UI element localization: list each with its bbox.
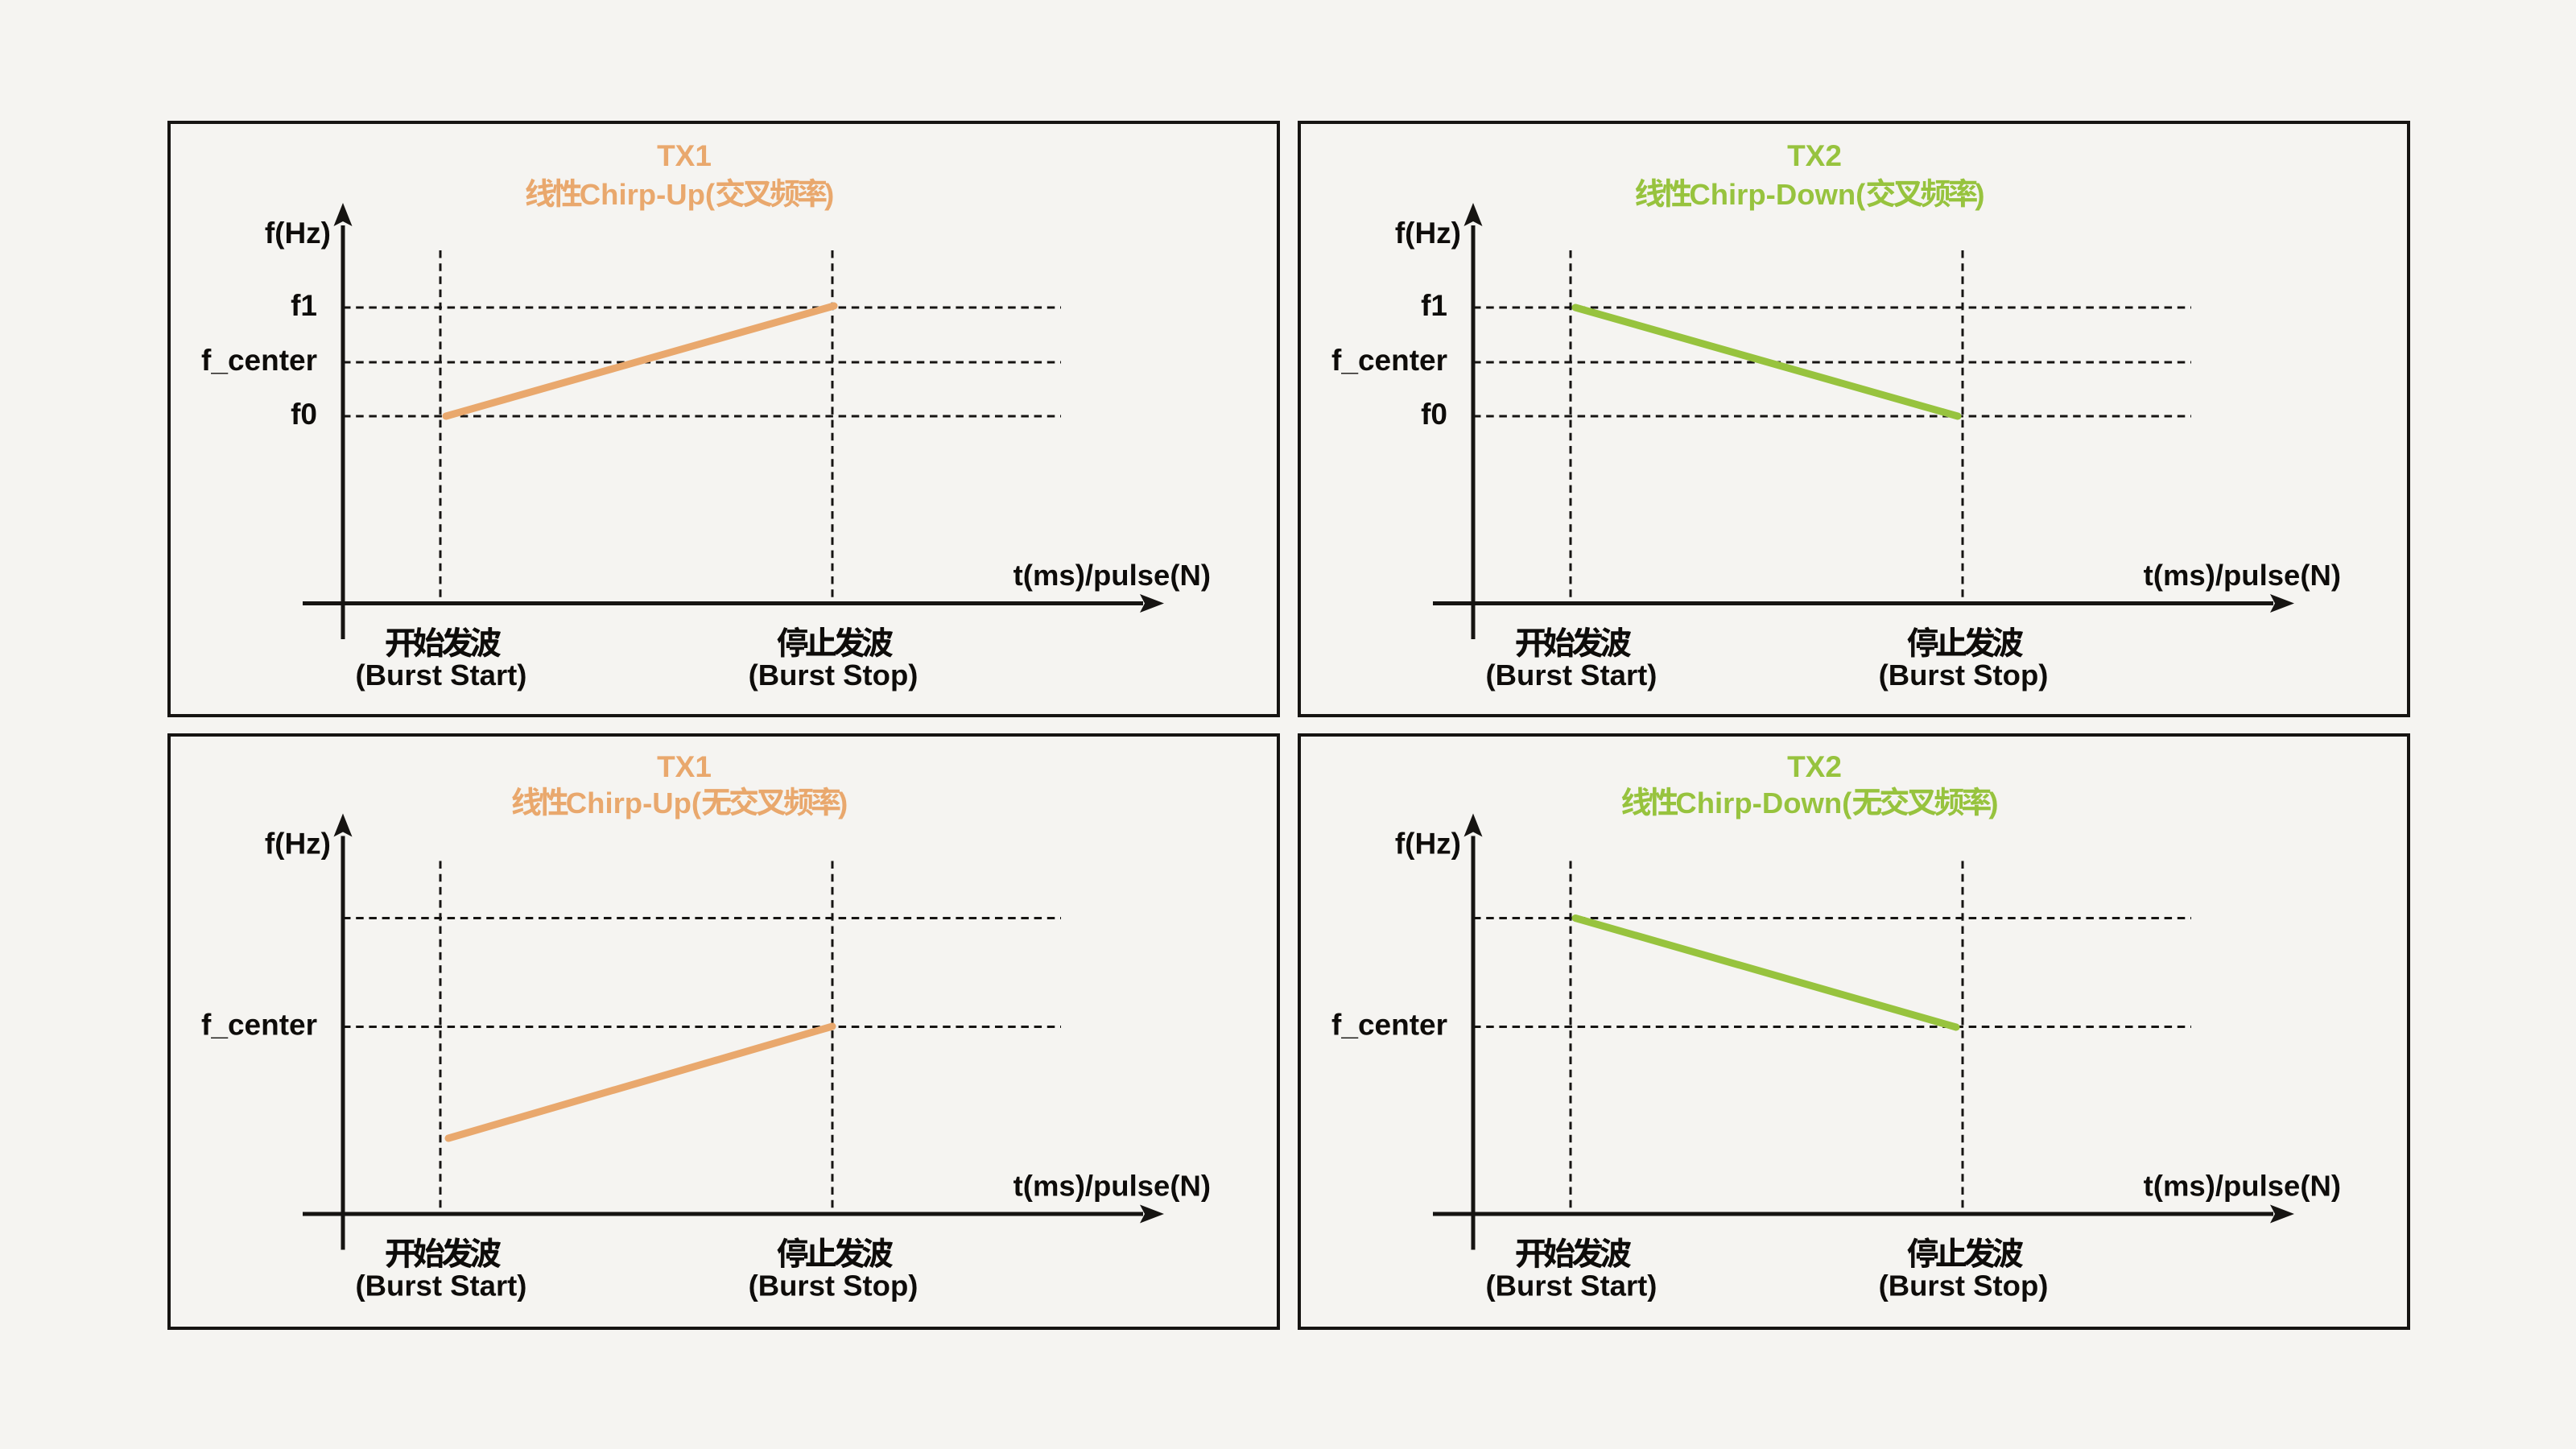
svg-text:(Burst Start): (Burst Start) xyxy=(356,658,527,691)
svg-text:): ) xyxy=(824,178,834,211)
svg-text:TX2: TX2 xyxy=(1787,750,1842,783)
svg-text:TX1: TX1 xyxy=(657,750,712,783)
svg-text:f1: f1 xyxy=(291,289,317,322)
svg-text:(Burst Stop): (Burst Stop) xyxy=(749,1269,919,1302)
svg-text:f_center: f_center xyxy=(201,1009,317,1042)
svg-text:): ) xyxy=(1975,178,1984,211)
svg-text:f_center: f_center xyxy=(1331,1009,1447,1042)
svg-text:Chirp-Up(: Chirp-Up( xyxy=(566,786,702,819)
svg-text:(Burst Start): (Burst Start) xyxy=(356,1269,527,1302)
svg-text:): ) xyxy=(1988,786,1998,819)
svg-text:f0: f0 xyxy=(1421,398,1447,431)
svg-text:(Burst Stop): (Burst Stop) xyxy=(1879,658,2049,691)
svg-text:TX1: TX1 xyxy=(657,139,712,172)
svg-text:Chirp-Up(: Chirp-Up( xyxy=(580,178,716,211)
svg-text:f(Hz): f(Hz) xyxy=(265,217,331,250)
svg-text:f_center: f_center xyxy=(201,344,317,377)
svg-text:t(ms)/pulse(N): t(ms)/pulse(N) xyxy=(1013,559,1211,592)
svg-text:f(Hz): f(Hz) xyxy=(265,828,331,861)
svg-text:TX2: TX2 xyxy=(1787,139,1842,172)
svg-text:f(Hz): f(Hz) xyxy=(1395,217,1461,250)
svg-text:): ) xyxy=(838,786,848,819)
svg-text:f0: f0 xyxy=(291,398,317,431)
svg-text:t(ms)/pulse(N): t(ms)/pulse(N) xyxy=(2144,1170,2341,1203)
svg-text:(Burst Stop): (Burst Stop) xyxy=(1879,1269,2049,1302)
svg-text:(Burst Stop): (Burst Stop) xyxy=(749,658,919,691)
svg-text:t(ms)/pulse(N): t(ms)/pulse(N) xyxy=(1013,1170,1211,1203)
svg-text:Chirp-Down(: Chirp-Down( xyxy=(1689,178,1866,211)
svg-text:Chirp-Down(: Chirp-Down( xyxy=(1675,786,1852,819)
svg-text:(Burst Start): (Burst Start) xyxy=(1486,1269,1657,1302)
svg-text:t(ms)/pulse(N): t(ms)/pulse(N) xyxy=(2144,559,2341,592)
svg-text:f(Hz): f(Hz) xyxy=(1395,828,1461,861)
svg-text:(Burst Start): (Burst Start) xyxy=(1486,658,1657,691)
svg-text:f1: f1 xyxy=(1421,289,1447,322)
svg-text:f_center: f_center xyxy=(1331,344,1447,377)
